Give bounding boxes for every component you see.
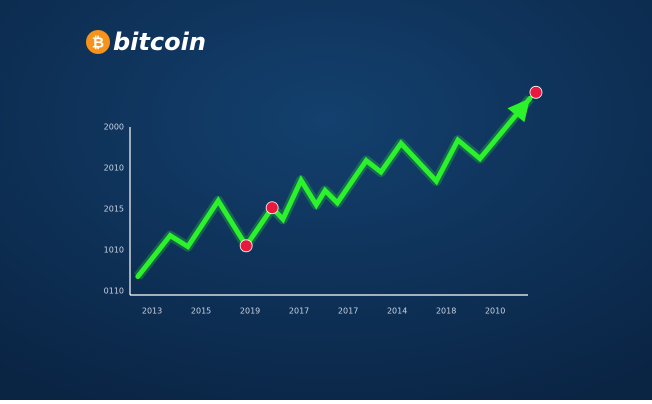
y-tick-label: 2010 [104,163,124,172]
y-tick-label: 2000 [104,123,124,132]
y-tick-label: 1010 [104,245,124,254]
x-tick-label: 2014 [387,307,407,316]
x-tick-label: 2013 [142,307,162,316]
x-tick-label: 2019 [240,307,260,316]
pin [265,201,279,215]
x-tick-label: 2018 [436,307,456,316]
price-line [135,95,533,280]
logo-icon: ₿ [92,34,104,52]
arrow-head [507,98,530,123]
x-tick-label: 2017 [338,307,358,316]
x-tick-label: 2017 [289,307,309,316]
logo-text: bitcoin [113,28,206,56]
x-tick-label: 2015 [191,307,211,316]
y-tick-label: 2015 [104,204,124,213]
logo-circle [86,30,110,54]
pin [529,85,543,99]
x-tick-label: 2010 [485,307,505,316]
y-tick-label: 0110 [104,286,124,295]
pin [239,239,253,253]
